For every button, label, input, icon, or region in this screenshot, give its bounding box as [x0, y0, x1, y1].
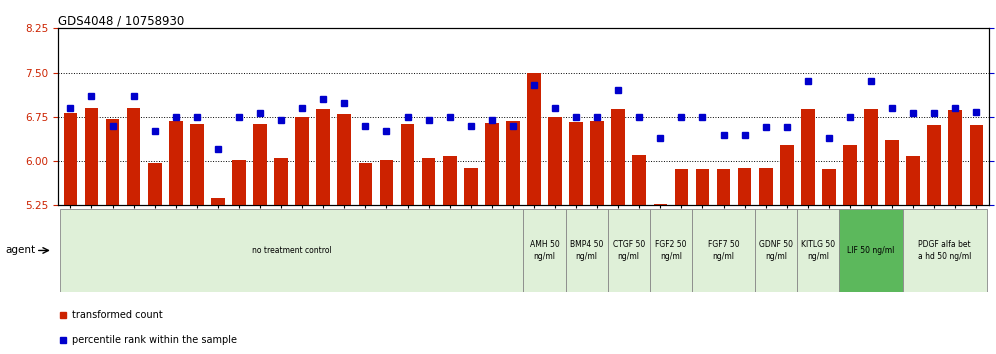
Bar — [906, 156, 920, 205]
Bar — [464, 167, 477, 205]
Bar — [60, 209, 524, 292]
Bar — [612, 109, 625, 205]
Text: PDGF alfa bet
a hd 50 ng/ml: PDGF alfa bet a hd 50 ng/ml — [918, 240, 971, 261]
Bar — [400, 124, 414, 205]
Bar — [695, 169, 709, 205]
Bar — [253, 124, 267, 205]
Bar — [338, 114, 352, 205]
Bar — [317, 109, 330, 205]
Bar — [822, 169, 836, 205]
Bar — [759, 167, 773, 205]
Bar — [232, 160, 246, 205]
Bar — [692, 209, 755, 292]
Bar — [379, 160, 393, 205]
Bar — [653, 204, 667, 205]
Text: BMP4 50
ng/ml: BMP4 50 ng/ml — [570, 240, 604, 261]
Bar — [421, 158, 435, 205]
Text: LIF 50 ng/ml: LIF 50 ng/ml — [848, 246, 894, 255]
Bar — [147, 163, 161, 205]
Bar — [674, 169, 688, 205]
Bar — [190, 124, 203, 205]
Text: agent: agent — [5, 245, 35, 256]
Bar — [840, 209, 902, 292]
Text: AMH 50
ng/ml: AMH 50 ng/ml — [530, 240, 560, 261]
Bar — [591, 121, 604, 205]
Bar — [106, 119, 120, 205]
Bar — [902, 209, 987, 292]
Bar — [797, 209, 840, 292]
Text: FGF7 50
ng/ml: FGF7 50 ng/ml — [708, 240, 739, 261]
Text: percentile rank within the sample: percentile rank within the sample — [72, 335, 237, 344]
Bar — [969, 125, 983, 205]
Bar — [443, 156, 456, 205]
Bar — [865, 109, 877, 205]
Bar — [801, 109, 815, 205]
Bar — [780, 144, 794, 205]
Bar — [126, 108, 140, 205]
Text: KITLG 50
ng/ml: KITLG 50 ng/ml — [802, 240, 836, 261]
Bar — [485, 123, 499, 205]
Bar — [927, 125, 941, 205]
Bar — [844, 144, 857, 205]
Bar — [85, 108, 99, 205]
Text: no treatment control: no treatment control — [252, 246, 332, 255]
Bar — [64, 113, 78, 205]
Bar — [755, 209, 797, 292]
Bar — [169, 121, 182, 205]
Bar — [885, 140, 899, 205]
Bar — [296, 118, 309, 205]
Bar — [608, 209, 649, 292]
Bar — [506, 121, 520, 205]
Bar — [527, 73, 541, 205]
Bar — [649, 209, 692, 292]
Text: GDS4048 / 10758930: GDS4048 / 10758930 — [58, 14, 184, 27]
Bar — [274, 158, 288, 205]
Bar — [524, 209, 566, 292]
Text: FGF2 50
ng/ml: FGF2 50 ng/ml — [655, 240, 686, 261]
Bar — [566, 209, 608, 292]
Bar — [570, 122, 583, 205]
Text: GDNF 50
ng/ml: GDNF 50 ng/ml — [759, 240, 793, 261]
Text: CTGF 50
ng/ml: CTGF 50 ng/ml — [613, 240, 644, 261]
Bar — [738, 167, 751, 205]
Bar — [548, 118, 562, 205]
Text: transformed count: transformed count — [72, 310, 162, 320]
Bar — [359, 164, 373, 205]
Bar — [948, 110, 962, 205]
Bar — [632, 155, 646, 205]
Bar — [717, 169, 730, 205]
Bar — [211, 198, 225, 205]
